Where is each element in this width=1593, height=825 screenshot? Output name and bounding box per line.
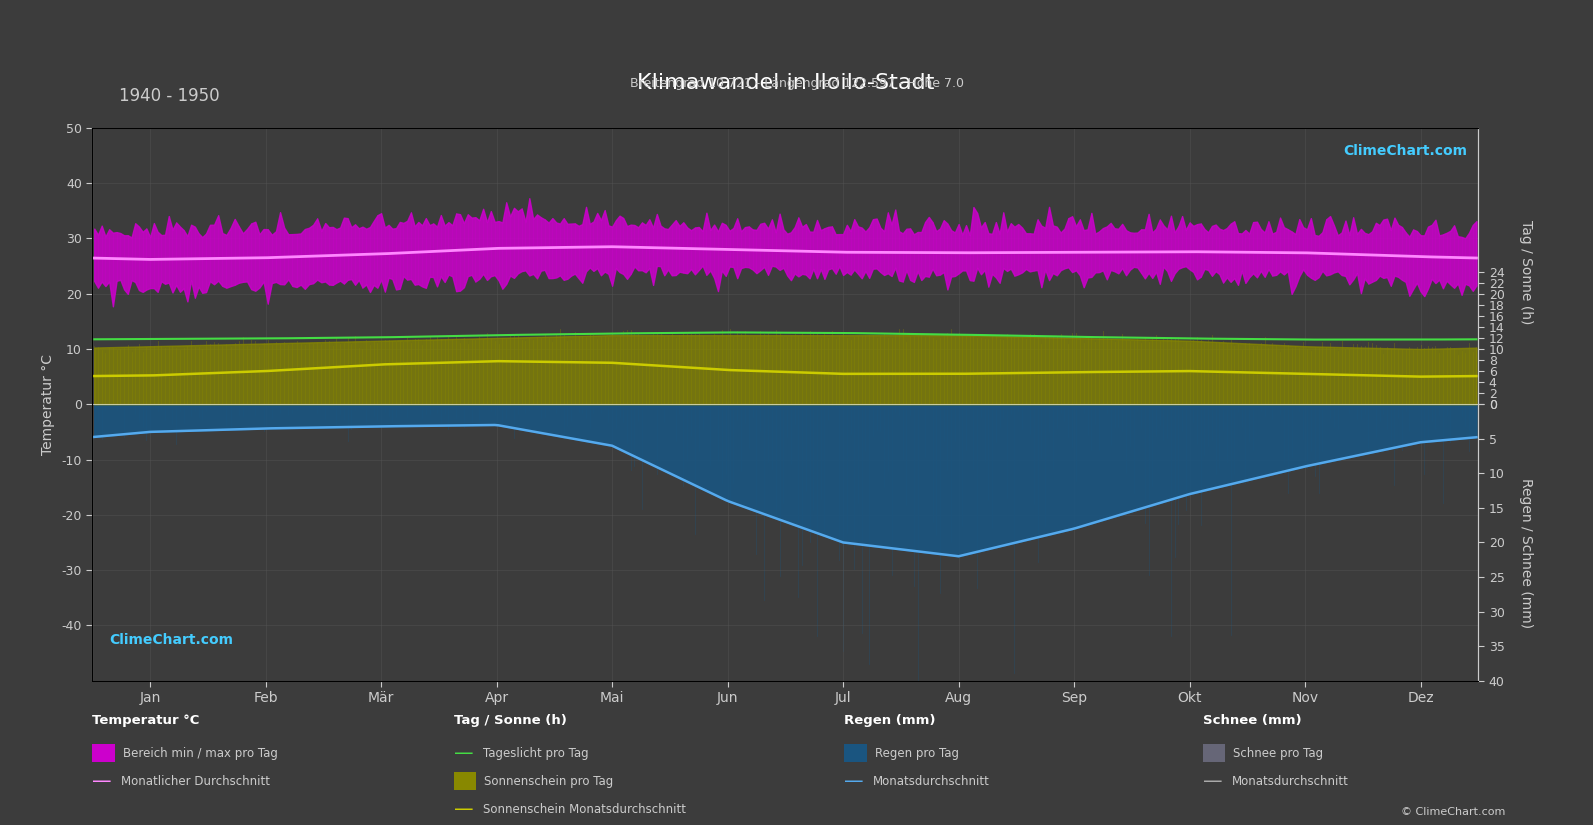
Text: Breitengrad 10.721 - Längengrad 122.597 - Höhe 7.0: Breitengrad 10.721 - Längengrad 122.597 … [629, 77, 964, 90]
Title: Klimawandel in Iloilo-Stadt: Klimawandel in Iloilo-Stadt [637, 73, 933, 93]
Y-axis label: Temperatur °C: Temperatur °C [41, 354, 54, 455]
Text: © ClimeChart.com: © ClimeChart.com [1400, 807, 1505, 817]
Text: —: — [1203, 771, 1222, 791]
Text: Regen pro Tag: Regen pro Tag [875, 747, 959, 760]
Text: Regen / Schnee (mm): Regen / Schnee (mm) [1520, 478, 1532, 628]
Text: ClimeChart.com: ClimeChart.com [110, 634, 234, 648]
Text: —: — [92, 771, 112, 791]
Text: Monatsdurchschnitt: Monatsdurchschnitt [873, 775, 989, 788]
Text: Bereich min / max pro Tag: Bereich min / max pro Tag [123, 747, 277, 760]
Text: —: — [454, 799, 473, 819]
Text: Schnee (mm): Schnee (mm) [1203, 714, 1301, 727]
Text: Monatsdurchschnitt: Monatsdurchschnitt [1231, 775, 1348, 788]
Text: Monatlicher Durchschnitt: Monatlicher Durchschnitt [121, 775, 271, 788]
Text: Sonnenschein Monatsdurchschnitt: Sonnenschein Monatsdurchschnitt [483, 803, 685, 816]
Text: Tageslicht pro Tag: Tageslicht pro Tag [483, 747, 588, 760]
Text: —: — [454, 743, 473, 763]
Text: ClimeChart.com: ClimeChart.com [1343, 144, 1467, 158]
Text: Schnee pro Tag: Schnee pro Tag [1233, 747, 1324, 760]
Text: Tag / Sonne (h): Tag / Sonne (h) [1520, 220, 1532, 324]
Text: 1940 - 1950: 1940 - 1950 [119, 87, 220, 105]
Text: Temperatur °C: Temperatur °C [92, 714, 199, 727]
Text: Tag / Sonne (h): Tag / Sonne (h) [454, 714, 567, 727]
Text: Regen (mm): Regen (mm) [844, 714, 935, 727]
Text: —: — [844, 771, 863, 791]
Text: Sonnenschein pro Tag: Sonnenschein pro Tag [484, 775, 613, 788]
